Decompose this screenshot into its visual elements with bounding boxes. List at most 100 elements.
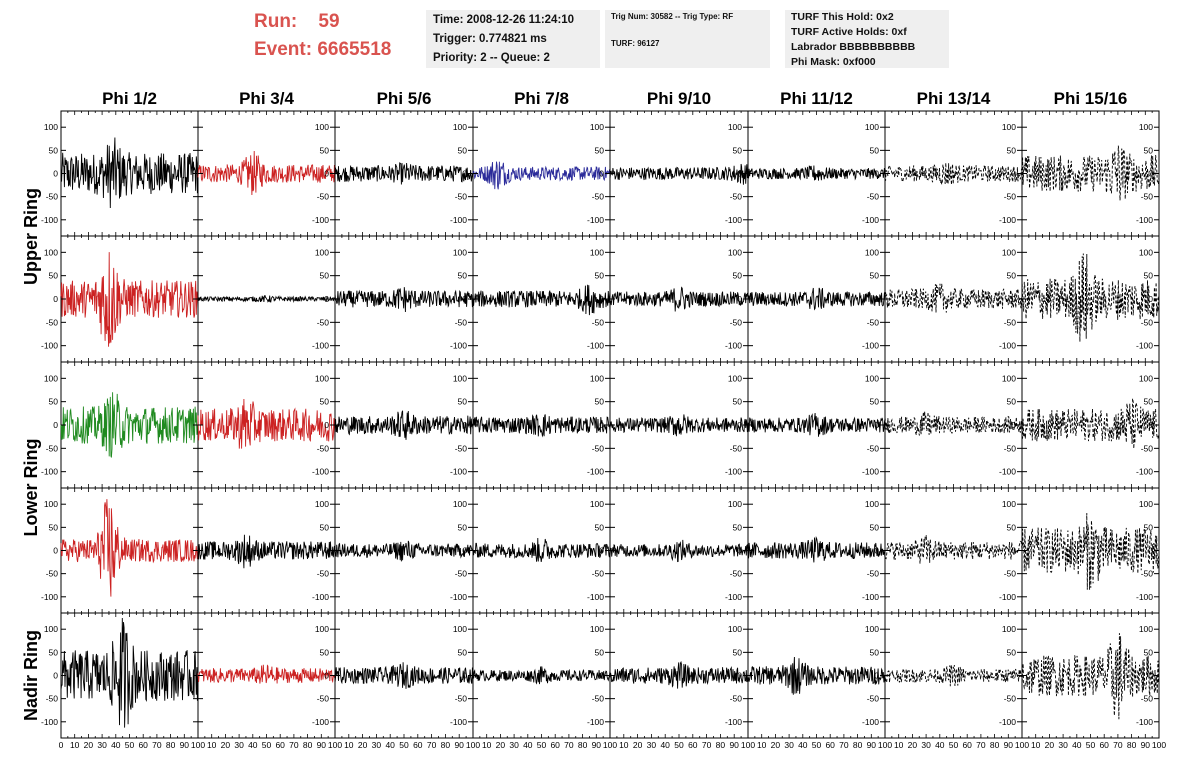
x-tick-label: 20: [84, 740, 94, 750]
y-tick-label: -50: [730, 694, 743, 704]
waveform-trace: [747, 412, 886, 437]
y-tick-label: 100: [1002, 122, 1016, 132]
x-tick-label: 50: [812, 740, 822, 750]
y-tick-label: -100: [450, 341, 467, 351]
turf-active-line: TURF Active Holds: 0xf: [791, 26, 907, 38]
y-tick-label: -50: [317, 569, 330, 579]
y-tick-label: -50: [46, 443, 59, 453]
y-tick-label: 0: [599, 420, 604, 430]
waveform-trace: [197, 664, 336, 684]
y-tick-label: -50: [1141, 443, 1154, 453]
y-tick-label: 100: [728, 499, 742, 509]
y-tick-label: 50: [49, 145, 59, 155]
x-tick-label: 50: [125, 740, 135, 750]
y-tick-label: 100: [590, 499, 604, 509]
waveform-trace: [1021, 633, 1160, 720]
y-tick-label: 50: [733, 397, 743, 407]
y-tick-label: 0: [874, 671, 879, 681]
y-tick-label: 100: [315, 499, 329, 509]
y-tick-label: 50: [1144, 397, 1154, 407]
y-tick-label: 50: [870, 647, 880, 657]
turf-hold-line: TURF This Hold: 0x2: [791, 11, 894, 23]
column-header: Phi 5/6: [377, 89, 432, 108]
y-tick-label: 0: [324, 671, 329, 681]
x-tick-label: 90: [454, 740, 464, 750]
x-tick-label: 80: [1127, 740, 1137, 750]
trigger-info-box: Trig Num: 30582 -- Trig Type: RF TURF: 9…: [605, 10, 770, 68]
x-tick-label: 30: [647, 740, 657, 750]
x-tick-label: 20: [771, 740, 781, 750]
trigger-line: Trigger: 0.774821 ms: [433, 33, 547, 45]
y-tick-label: 0: [53, 420, 58, 430]
y-tick-label: 0: [1148, 294, 1153, 304]
y-tick-label: -50: [1141, 694, 1154, 704]
y-tick-label: 100: [865, 247, 879, 257]
y-tick-label: 0: [599, 546, 604, 556]
event-label: Event:: [254, 39, 313, 60]
x-tick-label: 80: [853, 740, 863, 750]
y-tick-label: -50: [455, 694, 468, 704]
x-tick-label: 60: [275, 740, 285, 750]
y-tick-label: 0: [1011, 546, 1016, 556]
x-tick-label: 100: [603, 740, 617, 750]
y-tick-label: 100: [453, 624, 467, 634]
y-tick-label: -50: [46, 192, 59, 202]
y-tick-label: 100: [728, 247, 742, 257]
event-line: Event: 6665518: [254, 36, 391, 64]
event-value: 6665518: [317, 39, 392, 60]
y-tick-label: 0: [1148, 671, 1153, 681]
x-tick-label: 80: [303, 740, 313, 750]
y-tick-label: 100: [315, 122, 329, 132]
waveform-trace: [747, 656, 886, 695]
y-tick-label: -50: [730, 443, 743, 453]
y-tick-label: 100: [728, 624, 742, 634]
y-tick-label: -50: [592, 192, 605, 202]
y-tick-label: 0: [737, 671, 742, 681]
y-tick-label: 0: [53, 294, 58, 304]
x-tick-label: 60: [825, 740, 835, 750]
y-tick-label: -100: [862, 341, 879, 351]
y-tick-label: 100: [865, 624, 879, 634]
y-tick-label: 50: [458, 271, 468, 281]
y-tick-label: -50: [455, 443, 468, 453]
x-tick-label: 10: [482, 740, 492, 750]
y-tick-label: -50: [1004, 192, 1017, 202]
y-tick-label: 50: [595, 647, 605, 657]
x-tick-label: 30: [372, 740, 382, 750]
y-tick-label: -100: [862, 592, 879, 602]
x-tick-label: 80: [578, 740, 588, 750]
waveform-trace: [609, 163, 749, 185]
y-tick-label: -100: [312, 215, 329, 225]
y-tick-label: -50: [730, 317, 743, 327]
y-tick-label: -100: [725, 215, 742, 225]
y-tick-label: -50: [867, 569, 880, 579]
y-tick-label: 0: [324, 294, 329, 304]
y-tick-label: -100: [587, 592, 604, 602]
row-label: Nadir Ring: [21, 630, 41, 721]
waveform-trace: [884, 664, 1023, 687]
y-tick-label: -100: [41, 341, 58, 351]
x-tick-label: 30: [921, 740, 931, 750]
y-tick-label: -100: [862, 717, 879, 727]
y-tick-label: -50: [455, 192, 468, 202]
y-tick-label: -100: [862, 467, 879, 477]
y-tick-label: 100: [590, 373, 604, 383]
y-tick-label: -100: [1136, 341, 1153, 351]
waveform-trace: [884, 534, 1023, 564]
y-tick-label: 50: [1144, 271, 1154, 281]
y-tick-label: 100: [315, 624, 329, 634]
y-tick-label: -50: [455, 569, 468, 579]
x-tick-label: 80: [166, 740, 176, 750]
y-tick-label: 100: [728, 373, 742, 383]
waveform-trace: [197, 534, 336, 569]
y-tick-label: 0: [737, 420, 742, 430]
x-tick-label: 50: [262, 740, 272, 750]
y-tick-label: 50: [870, 145, 880, 155]
y-tick-label: 100: [44, 122, 58, 132]
y-tick-label: -50: [592, 694, 605, 704]
x-tick-label: 40: [660, 740, 670, 750]
x-tick-label: 70: [976, 740, 986, 750]
x-tick-label: 40: [935, 740, 945, 750]
y-tick-label: 50: [595, 397, 605, 407]
x-tick-label: 100: [1152, 740, 1166, 750]
